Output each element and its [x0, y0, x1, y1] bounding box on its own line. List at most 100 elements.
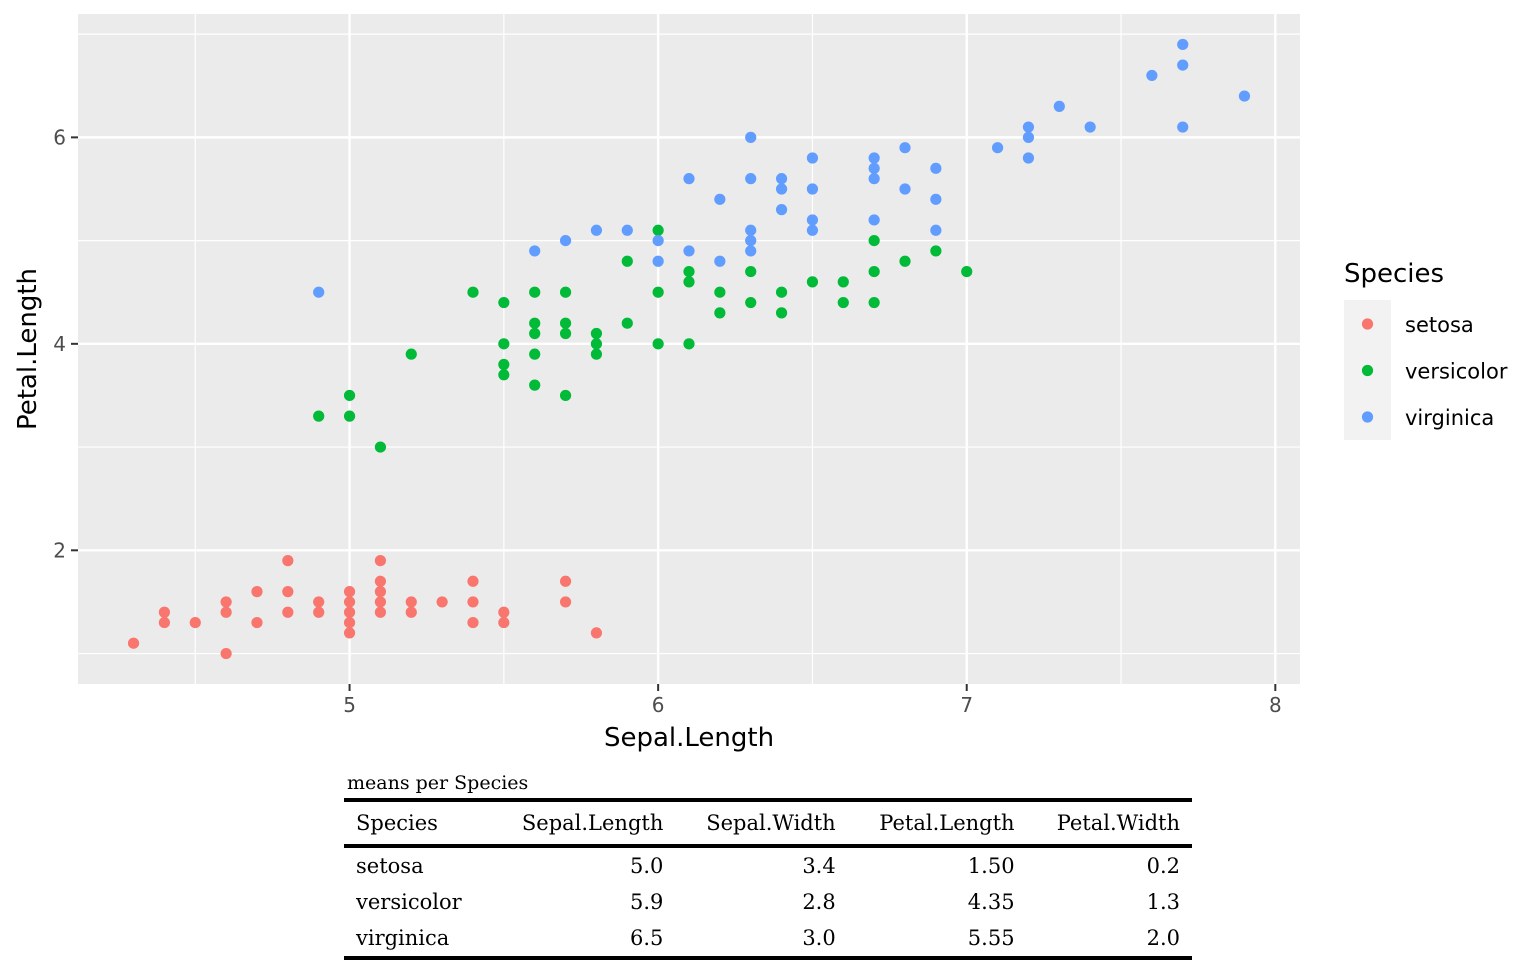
data-point-virginica [806, 224, 819, 236]
data-point-versicolor [745, 296, 757, 309]
table-header-row: Species Sepal.Length Sepal.Width Petal.L… [344, 800, 1192, 846]
data-point-setosa [220, 596, 232, 608]
table-cell: 5.0 [629, 854, 664, 878]
data-point-setosa [467, 596, 479, 608]
data-point-setosa [498, 616, 510, 629]
data-point-virginica [991, 142, 1004, 154]
data-point-virginica [313, 286, 325, 298]
data-point-setosa [282, 555, 294, 567]
x-tick-label: 7 [960, 693, 973, 717]
data-point-versicolor [930, 245, 942, 257]
data-point-versicolor [868, 296, 880, 309]
data-point-setosa [343, 586, 356, 598]
data-point-setosa [374, 606, 387, 618]
data-point-virginica [868, 173, 880, 185]
table-cell: 1.3 [1146, 890, 1180, 914]
data-point-setosa [405, 596, 417, 608]
data-point-virginica [806, 152, 819, 164]
scatter-plot: 5 6 7 8 2 4 6 Sepal.Length Petal.Length Specie… [13, 14, 1508, 753]
column-header-sepal-length: Sepal.Length [521, 811, 664, 835]
table-row: versicolor 5.9 2.8 4.35 1.3 [344, 884, 1192, 920]
table-row: setosa 5.0 3.4 1.50 0.2 [344, 846, 1192, 884]
legend-key-versicolor [1361, 364, 1374, 377]
data-point-versicolor [714, 307, 726, 319]
data-point-virginica [868, 162, 880, 174]
data-point-versicolor [714, 286, 726, 298]
data-point-versicolor [313, 410, 325, 422]
table-cell: 4.35 [967, 890, 1015, 914]
table-cell: setosa [356, 854, 424, 878]
table-row: virginica 6.5 3.0 5.55 2.0 [344, 920, 1192, 958]
data-point-virginica [899, 183, 911, 195]
column-header-petal-width: Petal.Width [1056, 811, 1180, 835]
table-cell: 3.0 [802, 926, 836, 950]
data-point-setosa [251, 586, 263, 598]
data-point-virginica [745, 235, 757, 247]
table-cell: 2.8 [802, 890, 836, 914]
table-cell: virginica [356, 926, 450, 950]
data-point-setosa [282, 606, 294, 618]
table-cell: 1.50 [967, 854, 1015, 878]
data-point-setosa [405, 606, 417, 618]
data-point-setosa [158, 616, 171, 629]
data-point-virginica [621, 224, 633, 236]
data-point-setosa [313, 606, 325, 618]
data-point-virginica [1177, 121, 1189, 133]
table-cell: 6.5 [629, 926, 664, 950]
data-point-versicolor [621, 255, 633, 267]
column-header-petal-length: Petal.Length [879, 811, 1015, 835]
data-point-versicolor [529, 348, 541, 360]
data-point-setosa [498, 606, 510, 618]
data-point-setosa [374, 555, 387, 567]
data-point-versicolor [374, 441, 387, 453]
data-point-virginica [1238, 90, 1251, 102]
data-point-virginica [590, 224, 603, 236]
data-point-versicolor [775, 307, 788, 319]
data-point-versicolor [559, 317, 572, 329]
legend-key-virginica [1361, 411, 1374, 423]
data-point-versicolor [837, 296, 849, 309]
data-point-setosa [559, 596, 572, 608]
data-point-versicolor [590, 348, 603, 360]
data-point-versicolor [652, 338, 664, 350]
y-tick-label: 2 [53, 538, 66, 562]
data-point-virginica [652, 235, 664, 247]
data-point-versicolor [683, 338, 695, 350]
data-point-versicolor [806, 276, 819, 288]
data-point-versicolor [405, 348, 417, 360]
legend-label-virginica: virginica [1405, 406, 1494, 430]
column-header-species: Species [356, 811, 438, 835]
data-point-setosa [127, 637, 140, 649]
data-point-versicolor [529, 327, 541, 340]
data-point-versicolor [745, 265, 757, 278]
y-tick-label: 4 [53, 332, 66, 356]
means-table: means per Species Species Sepal.Length S… [344, 772, 1192, 960]
legend-key-setosa [1361, 318, 1374, 330]
x-tick-label: 6 [652, 693, 665, 717]
data-point-virginica [714, 193, 726, 205]
table-cell: 0.2 [1146, 854, 1180, 878]
data-point-versicolor [868, 235, 880, 247]
legend: Species setosa versicolor virginica [1344, 259, 1508, 440]
data-point-versicolor [498, 338, 510, 350]
data-point-setosa [467, 575, 479, 587]
data-point-versicolor [529, 286, 541, 298]
data-point-setosa [374, 586, 387, 598]
data-point-versicolor [590, 338, 603, 350]
data-point-setosa [189, 616, 201, 629]
data-point-virginica [683, 245, 695, 257]
data-point-virginica [745, 224, 757, 236]
data-point-virginica [930, 224, 942, 236]
data-point-setosa [158, 606, 171, 618]
data-point-versicolor [498, 358, 510, 371]
x-tick-label: 5 [343, 693, 356, 717]
data-point-virginica [1146, 69, 1158, 82]
legend-label-setosa: setosa [1405, 313, 1474, 337]
table-cell: 5.55 [967, 926, 1015, 950]
data-point-virginica [806, 183, 819, 195]
data-point-versicolor [683, 276, 695, 288]
data-point-setosa [559, 575, 572, 587]
x-tick-label: 8 [1269, 693, 1282, 717]
series-setosa [127, 555, 603, 660]
data-point-setosa [374, 596, 387, 608]
